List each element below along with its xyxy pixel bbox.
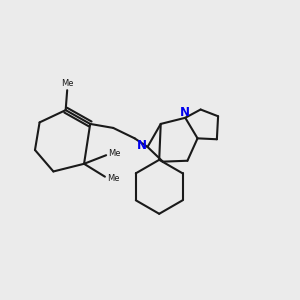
Text: Me: Me xyxy=(107,174,120,183)
Text: N: N xyxy=(180,106,190,119)
Text: Me: Me xyxy=(109,149,121,158)
Text: N: N xyxy=(137,139,147,152)
Text: Me: Me xyxy=(61,79,74,88)
